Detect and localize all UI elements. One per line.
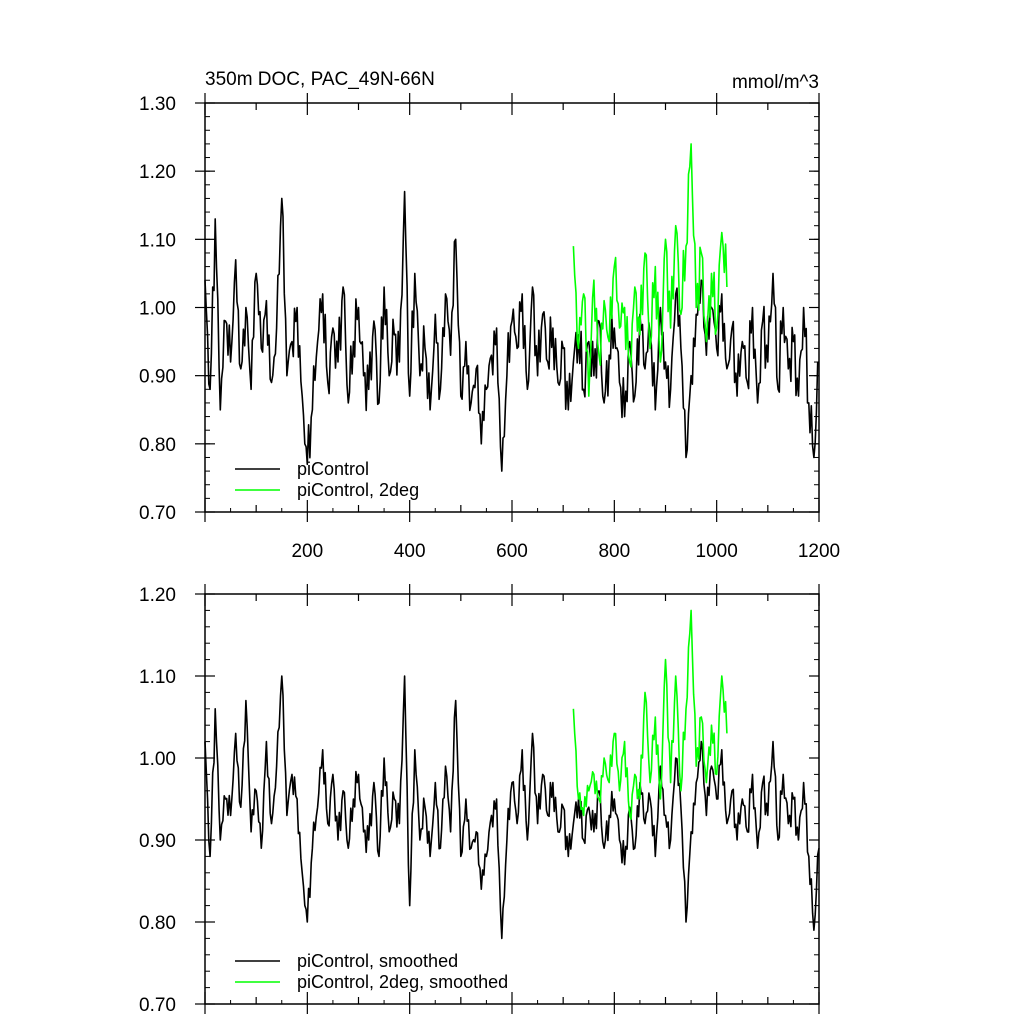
bottom-x-axis bbox=[204, 584, 820, 1014]
top-x-tick-label: 800 bbox=[598, 541, 630, 562]
bottom-y-tick-label: 0.70 bbox=[139, 995, 176, 1016]
top-x-tick-label: 200 bbox=[291, 541, 323, 562]
legend-label-picontrol-2deg: piControl, 2deg bbox=[297, 480, 419, 500]
top-series-group bbox=[204, 143, 820, 472]
top-x-tick-label: 1200 bbox=[798, 541, 840, 562]
top-x-tick-label: 1000 bbox=[696, 541, 738, 562]
legend-label-picontrol: piControl bbox=[297, 459, 369, 479]
bottom-y-axis: 0.70 0.80 0.90 1.00 1.10 1.20 bbox=[139, 585, 819, 1016]
top-y-tick-label: 0.80 bbox=[139, 435, 176, 456]
bottom-y-tick-label: 1.00 bbox=[139, 749, 176, 770]
top-x-axis: 200 400 600 800 1000 1200 bbox=[204, 93, 840, 562]
top-y-tick-label: 1.00 bbox=[139, 299, 176, 320]
top-x-tick-label: 600 bbox=[496, 541, 528, 562]
top-y-axis: 0.70 0.80 0.90 1.00 1.10 1.20 1.30 bbox=[139, 94, 819, 524]
top-y-tick-label: 0.90 bbox=[139, 367, 176, 388]
bottom-series-line-0 bbox=[204, 675, 820, 940]
legend-label-picontrol-2deg-smoothed: piControl, 2deg, smoothed bbox=[297, 972, 508, 992]
bottom-series-line-1 bbox=[572, 609, 728, 820]
bottom-legend: piControl, smoothed piControl, 2deg, smo… bbox=[235, 951, 508, 992]
bottom-panel: 0.70 0.80 0.90 1.00 1.10 1.20 piControl, smoo… bbox=[139, 584, 820, 1016]
top-series-line-0 bbox=[204, 190, 820, 472]
bottom-series-group bbox=[204, 609, 820, 940]
bottom-y-tick-label: 0.80 bbox=[139, 913, 176, 934]
top-y-tick-label: 1.30 bbox=[139, 94, 176, 115]
top-x-tick-label: 400 bbox=[394, 541, 426, 562]
top-y-tick-label: 1.20 bbox=[139, 162, 176, 183]
legend-label-picontrol-smoothed: piControl, smoothed bbox=[297, 951, 458, 971]
top-legend: piControl piControl, 2deg bbox=[235, 459, 419, 500]
top-panel: 350m DOC, PAC_49N-66N mmol/m^3 0.700.800… bbox=[139, 69, 840, 562]
units-label: mmol/m^3 bbox=[732, 72, 819, 93]
chart-title: 350m DOC, PAC_49N-66N bbox=[205, 69, 435, 90]
bottom-y-tick-label: 0.90 bbox=[139, 831, 176, 852]
top-y-tick-label: 1.10 bbox=[139, 230, 176, 251]
bottom-y-tick-label: 1.20 bbox=[139, 585, 176, 606]
top-series-line-1 bbox=[572, 143, 728, 397]
top-y-tick-label: 0.70 bbox=[139, 503, 176, 524]
bottom-y-tick-label: 1.10 bbox=[139, 667, 176, 688]
